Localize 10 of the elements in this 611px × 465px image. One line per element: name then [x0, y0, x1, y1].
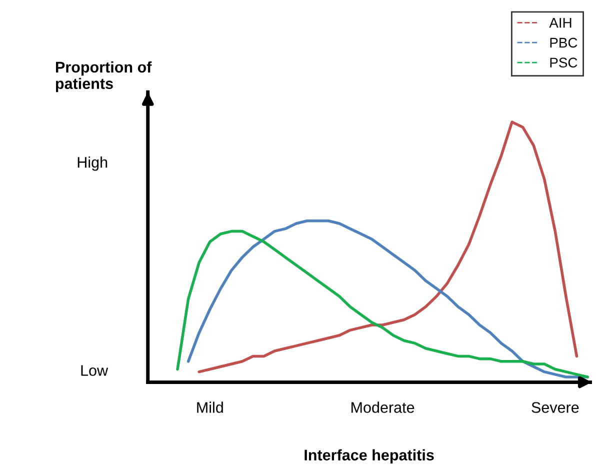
- y-axis-title: Proportion of patients: [56, 61, 152, 92]
- text: High: [78, 156, 108, 171]
- legend-label: PBC: [550, 38, 578, 48]
- text: Low: [81, 365, 108, 376]
- x-tick-label: Severe: [532, 402, 579, 413]
- x-axis-title: Interface hepatitis: [304, 449, 434, 464]
- x-tick-label: Moderate: [352, 402, 414, 413]
- legend-label: PSC: [550, 58, 578, 68]
- x-tick-label: Mild: [197, 402, 223, 413]
- legend-label: AIH: [549, 18, 572, 28]
